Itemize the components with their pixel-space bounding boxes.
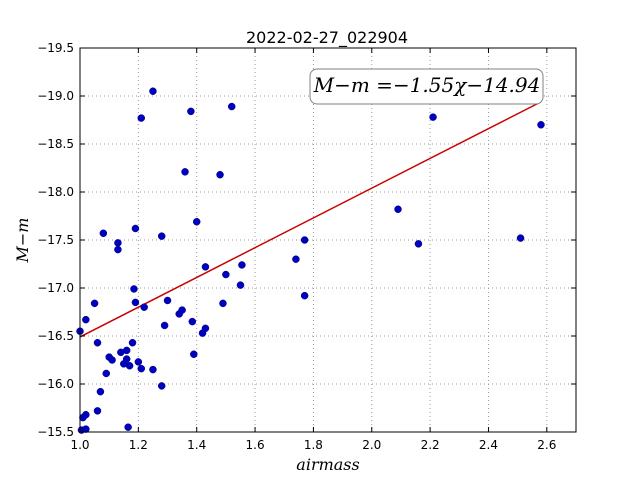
data-point bbox=[93, 338, 102, 347]
data-point bbox=[149, 365, 157, 374]
data-point bbox=[134, 358, 143, 366]
data-point bbox=[238, 261, 246, 269]
data-point bbox=[130, 285, 138, 293]
data-point bbox=[190, 350, 198, 358]
data-point bbox=[178, 306, 186, 314]
data-point bbox=[114, 245, 122, 254]
data-point bbox=[292, 255, 300, 263]
data-point bbox=[149, 87, 157, 95]
annotation-equation: M−m =−1.55χ−14.94 bbox=[313, 73, 541, 97]
x-axis-label: airmass bbox=[296, 455, 359, 474]
data-point bbox=[394, 205, 402, 214]
x-tick-label: 2.6 bbox=[537, 438, 556, 452]
annotation-box: M−m =−1.55χ−14.94 bbox=[309, 68, 544, 105]
data-point bbox=[137, 114, 146, 122]
y-axis-label: M−m bbox=[13, 218, 32, 264]
x-tick-label: 1.4 bbox=[187, 438, 206, 452]
x-tick-label: 1.6 bbox=[246, 438, 265, 452]
y-tick-label: −18.5 bbox=[37, 137, 74, 151]
data-point bbox=[131, 224, 140, 233]
data-point bbox=[96, 387, 105, 396]
data-point bbox=[219, 299, 227, 308]
data-point bbox=[99, 229, 108, 238]
data-point bbox=[102, 369, 111, 378]
data-point bbox=[236, 281, 245, 289]
y-tick-label: −17.0 bbox=[37, 281, 74, 295]
data-point bbox=[516, 234, 525, 242]
data-point bbox=[122, 355, 131, 363]
data-point bbox=[131, 298, 140, 307]
data-point bbox=[216, 170, 224, 179]
data-point bbox=[227, 102, 236, 111]
data-point bbox=[108, 356, 116, 364]
x-tick-label: 2.2 bbox=[421, 438, 440, 452]
chart-title: 2022-02-27_022904 bbox=[246, 28, 408, 48]
x-tick-label: 2.4 bbox=[479, 438, 498, 452]
ticks-layer: 1.0 1.2 1.4 1.6 1.8 2.0 2.2 2.4 2.6 −15.5 −16.0 −16… bbox=[37, 41, 576, 452]
y-tick-label: −19.5 bbox=[37, 41, 74, 55]
data-point bbox=[429, 113, 437, 121]
data-point bbox=[157, 382, 166, 390]
data-point bbox=[160, 321, 169, 330]
y-tick-label: −16.0 bbox=[37, 377, 74, 391]
data-point bbox=[201, 263, 210, 271]
data-point bbox=[124, 423, 132, 431]
annotation-box-frame bbox=[309, 68, 544, 105]
x-tick-label: 1.2 bbox=[129, 438, 148, 452]
data-point bbox=[137, 364, 146, 373]
data-point bbox=[90, 299, 99, 308]
data-point bbox=[181, 168, 189, 176]
points-layer bbox=[76, 87, 545, 434]
x-tick-label: 2.0 bbox=[362, 438, 381, 452]
data-point bbox=[128, 338, 137, 347]
data-point bbox=[125, 362, 134, 370]
y-tick-label: −16.5 bbox=[37, 329, 74, 343]
data-point bbox=[82, 410, 90, 419]
y-tick-label: −17.5 bbox=[37, 233, 74, 247]
y-tick-label: −19.0 bbox=[37, 89, 74, 103]
fit-line bbox=[79, 101, 542, 338]
data-point bbox=[414, 240, 423, 248]
data-point bbox=[163, 296, 172, 305]
data-point bbox=[300, 291, 309, 300]
fit-layer bbox=[79, 101, 542, 338]
data-point bbox=[192, 218, 201, 226]
data-point bbox=[300, 236, 309, 244]
x-tick-label: 1.8 bbox=[304, 438, 323, 452]
data-point bbox=[82, 315, 90, 324]
data-point bbox=[122, 346, 131, 355]
data-point bbox=[188, 317, 197, 326]
data-point bbox=[82, 425, 90, 433]
data-point bbox=[140, 303, 148, 311]
y-tick-label: −15.5 bbox=[37, 425, 74, 439]
data-point bbox=[187, 107, 195, 116]
data-point bbox=[157, 232, 166, 240]
data-point bbox=[93, 407, 102, 415]
data-point bbox=[201, 324, 210, 333]
data-point bbox=[222, 270, 230, 279]
data-point bbox=[537, 121, 545, 129]
y-tick-label: −18.0 bbox=[37, 185, 74, 199]
x-tick-label: 1.0 bbox=[70, 438, 89, 452]
data-point bbox=[114, 239, 122, 247]
